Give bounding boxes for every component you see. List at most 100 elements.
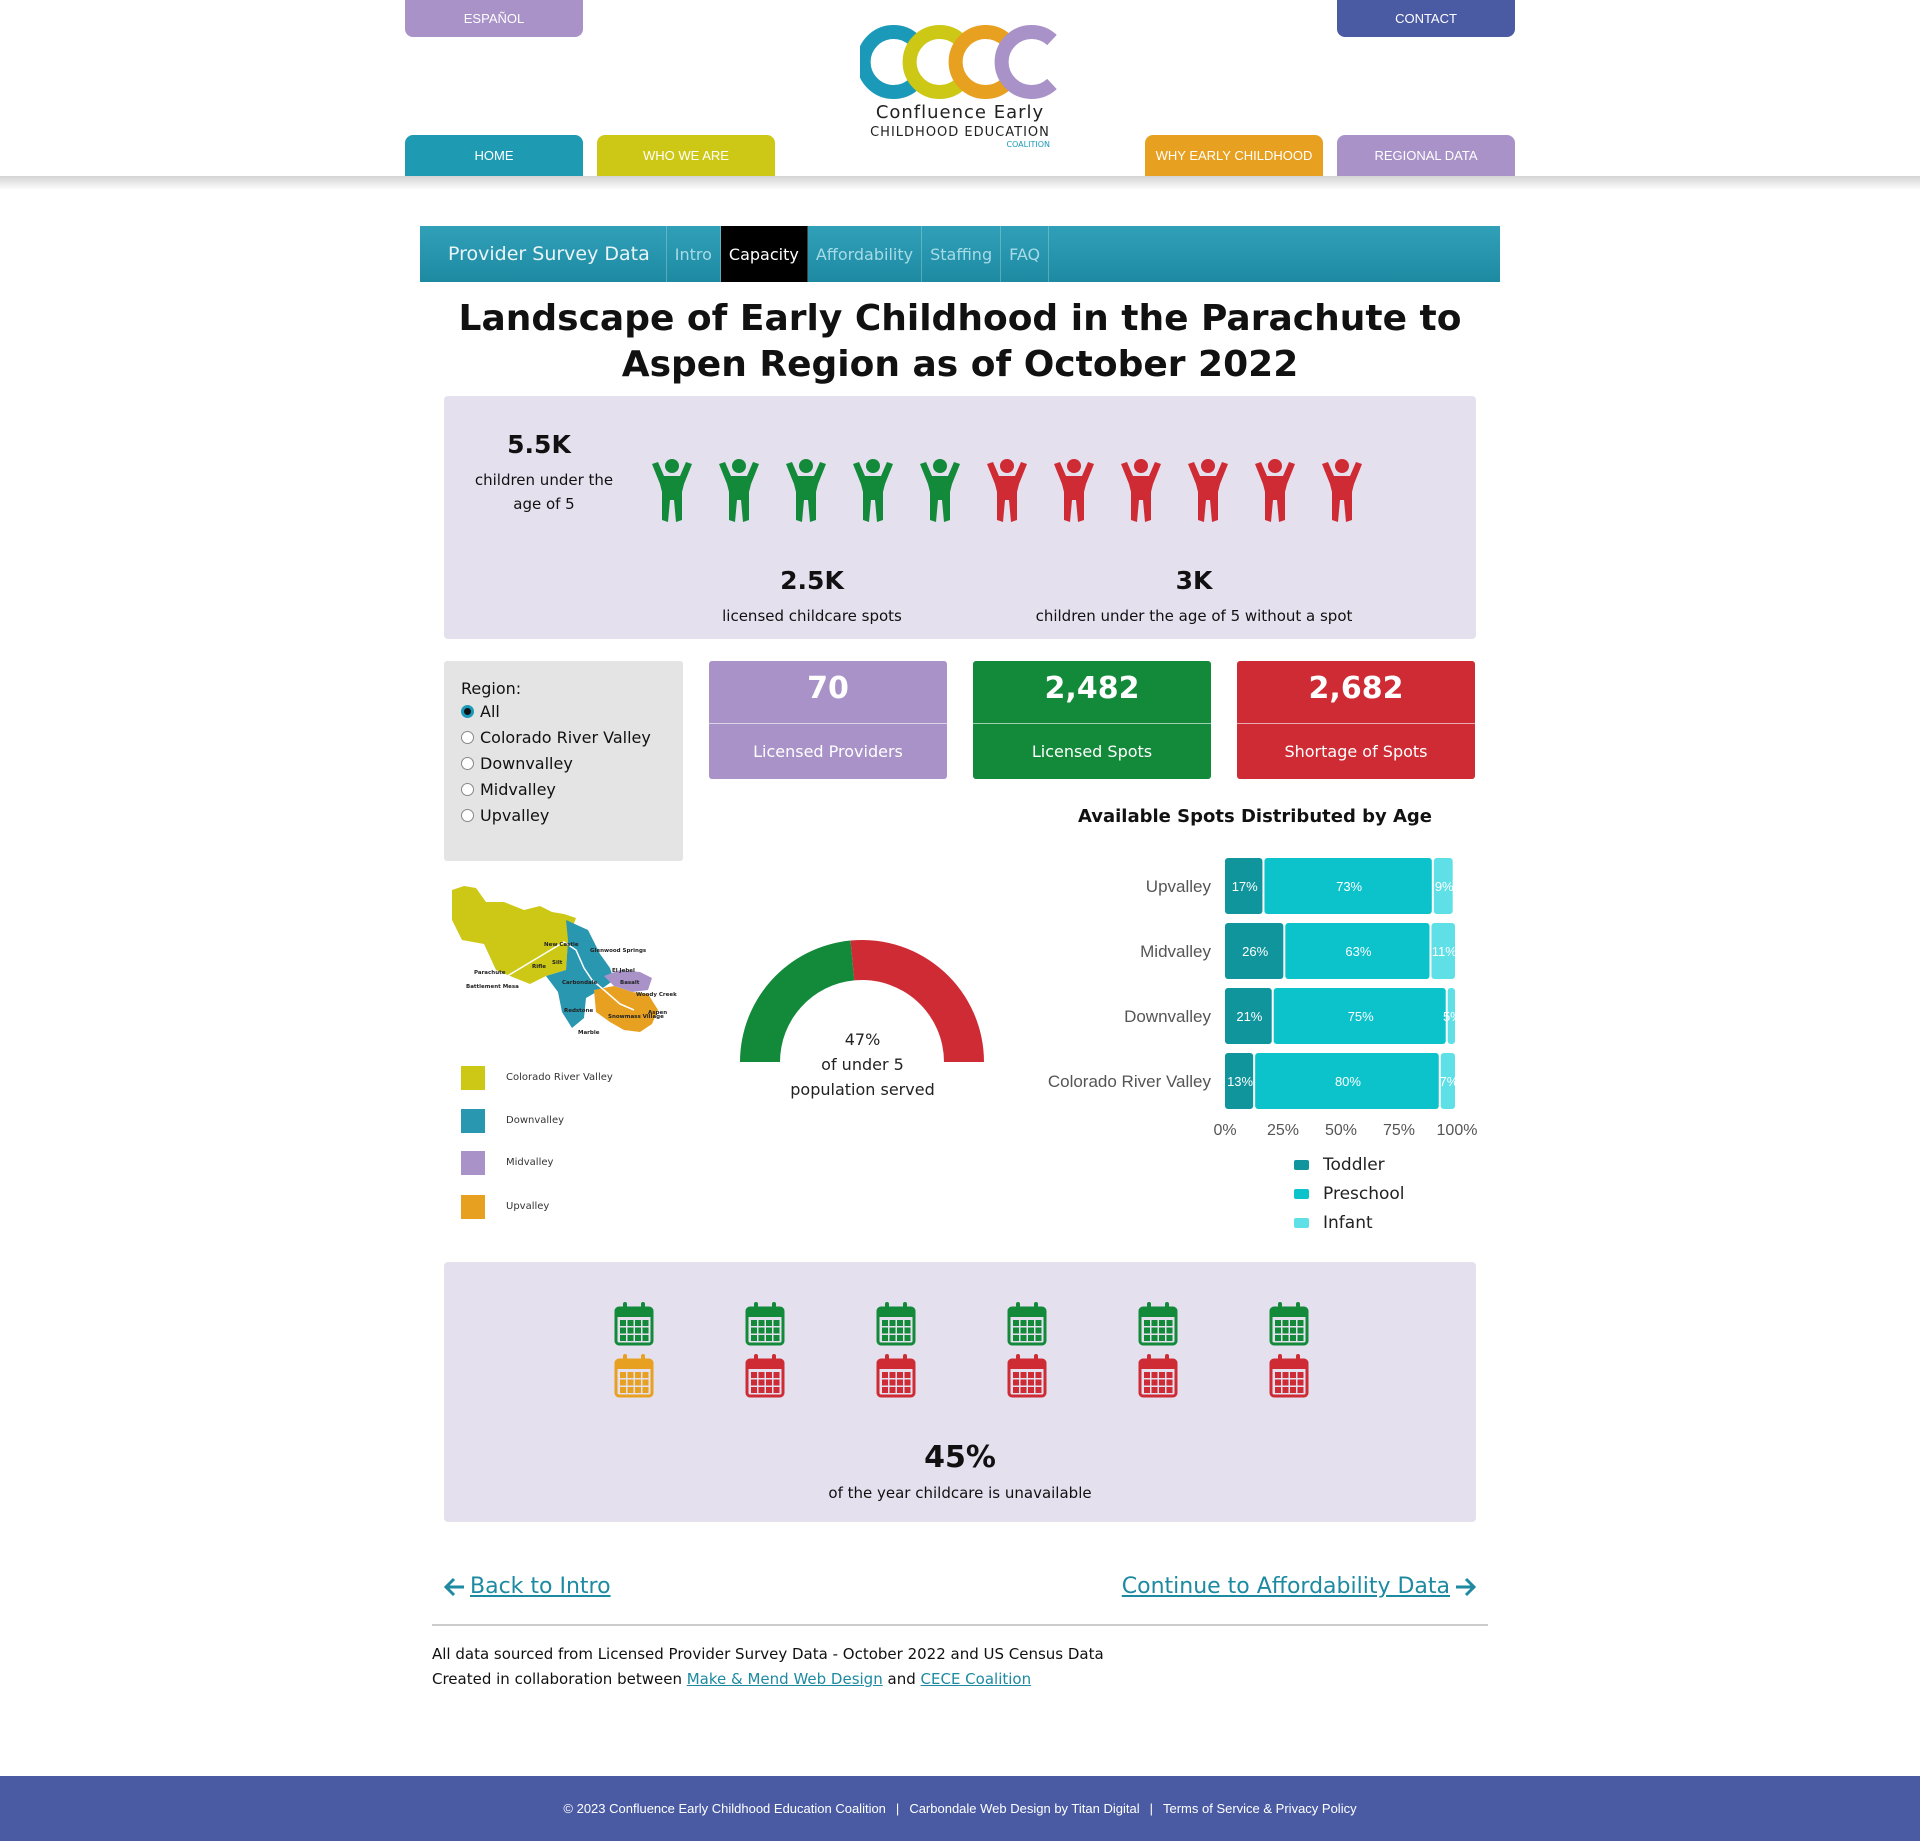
calendar-month-icon [1007,1354,1047,1398]
chart-data-label: 7% [1439,1074,1458,1089]
chart-legend-item[interactable]: Infant [1294,1208,1454,1237]
region-option-all[interactable]: All [461,698,651,724]
chart-bar-segment[interactable] [1225,858,1263,914]
nav-home[interactable]: HOME [405,135,583,176]
calendar-month-icon [1269,1302,1309,1346]
radio-icon[interactable] [461,808,474,822]
arrow-right-icon [1456,1577,1476,1596]
map-town-label: Woody Creek [636,992,677,998]
map-legend-label: Downvalley [506,1115,565,1126]
region-option-downvalley[interactable]: Downvalley [461,750,651,776]
chart-data-label: 26% [1242,944,1268,959]
region-option-upvalley[interactable]: Upvalley [461,802,651,828]
chart-legend: Toddler Preschool Infant [1294,1150,1454,1237]
calendar-icon-grid [444,1302,1476,1412]
child-person-icon [853,459,893,522]
tab-capacity[interactable]: Capacity [720,226,808,282]
map-town-label: Glenwood Springs [590,948,647,954]
tab-intro[interactable]: Intro [667,226,721,282]
chart-bar-segment[interactable] [1447,988,1455,1044]
tab-faq[interactable]: FAQ [1001,226,1050,282]
region-option-colorado-river-valley[interactable]: Colorado River Valley [461,724,651,750]
map-town-label: Battlement Mesa [466,984,519,990]
child-person-icon [786,459,826,522]
child-person-icon [1121,459,1161,522]
logo-line1: Confluence Early [875,102,1045,123]
child-person-icon [719,459,759,522]
kpi-label: Shortage of Spots [1237,723,1475,779]
served-gauge: 47% of under 5 population served [730,930,1000,1100]
nav-who-we-are[interactable]: WHO WE ARE [597,135,775,176]
map-legend-swatch [461,1109,485,1133]
chart-legend-item[interactable]: Toddler [1294,1150,1454,1179]
espanol-button[interactable]: ESPAÑOL [405,0,583,37]
region-map: New Castle Glenwood Springs Silt Rifle Parac… [444,880,684,1050]
chart-bar-segment[interactable] [1264,858,1432,914]
chart-bar-segment[interactable] [1273,988,1446,1044]
back-to-intro-link[interactable]: Back to Intro [444,1574,611,1599]
chart-tick-label: 100% [1437,1122,1478,1139]
map-town-label: Redstone [564,1008,594,1014]
child-person-icon [987,459,1027,522]
radio-icon[interactable] [461,756,474,770]
region-option-midvalley[interactable]: Midvalley [461,776,651,802]
logo-letter-arc [948,25,1011,99]
summary-panel: 5.5K children under the age of 5 2.5K li… [444,396,1476,639]
contact-button[interactable]: CONTACT [1337,0,1515,37]
map-legend-swatch [461,1195,485,1219]
chart-bar-segment[interactable] [1285,923,1430,979]
footer-terms-link[interactable]: Terms of Service & Privacy Policy [1162,1801,1357,1816]
chart-bar-segment[interactable] [1255,1053,1439,1109]
chart-data-label: 80% [1335,1074,1361,1089]
cece-coalition-link[interactable]: CECE Coalition [920,1670,1032,1688]
radio-icon[interactable] [461,782,474,796]
chart-tick-label: 75% [1383,1122,1415,1139]
sources-note: All data sourced from Licensed Provider … [432,1645,1104,1688]
legend-swatch [1294,1188,1309,1199]
tab-affordability[interactable]: Affordability [808,226,923,282]
logo-letter-arc [856,25,919,99]
licensed-spots-label: licensed childcare spots [722,607,902,625]
chart-data-label: 11% [1432,944,1457,959]
tab-staffing[interactable]: Staffing [922,226,1002,282]
chart-bar-segment[interactable] [1440,1053,1455,1109]
chart-bar-segment[interactable] [1225,988,1272,1044]
kpi-value: 2,682 [1308,671,1404,706]
dashboard-tabs: Provider Survey Data Intro Capacity Affo… [420,226,1500,282]
logo-line2: CHILDHOOD EDUCATION [870,125,1050,140]
footer-design-link[interactable]: Carbondale Web Design by Titan Digital [909,1801,1140,1816]
radio-icon[interactable] [461,730,474,744]
chart-data-label: 13% [1227,1074,1253,1089]
chart-data-label: 75% [1348,1009,1374,1024]
radio-selected-icon[interactable] [461,704,474,718]
child-person-icon [1188,459,1228,522]
chart-data-label: 63% [1345,944,1371,959]
nav-regional-data[interactable]: REGIONAL DATA [1337,135,1515,176]
chart-category-label: Downvalley [1124,1007,1211,1026]
chart-legend-item[interactable]: Preschool [1294,1179,1454,1208]
gauge-unserved-arc [850,940,984,1062]
logo-letters [856,25,1057,99]
calendar-month-icon [614,1354,654,1398]
continue-to-affordability-link[interactable]: Continue to Affordability Data [1100,1574,1476,1599]
chart-bar-segment[interactable] [1225,923,1284,979]
make-and-mend-link[interactable]: Make & Mend Web Design [686,1670,883,1688]
chart-bar-segment[interactable] [1225,1053,1254,1109]
chart-bar-segment[interactable] [1431,923,1455,979]
map-legend-swatch [461,1151,485,1175]
kpi-value: 70 [807,671,849,706]
legend-label: Preschool [1323,1183,1405,1204]
map-region-downvalley [546,920,614,1028]
cece-logo[interactable]: Confluence Early CHILDHOOD EDUCATION COA… [856,22,1060,167]
child-person-icon [652,459,692,522]
unavailable-label: of the year childcare is unavailable [828,1484,1092,1502]
map-legend-swatch [461,1066,485,1090]
dashboard-brand[interactable]: Provider Survey Data [420,226,667,282]
chart-bar-segment[interactable] [1433,858,1453,914]
gauge-served-arc [740,940,855,1062]
divider [432,1624,1488,1626]
map-town-label: Silt [552,960,563,966]
map-region-midvalley [604,970,652,992]
licensed-spots-count: 2.5K [780,566,844,595]
nav-why-early-childhood[interactable]: WHY EARLY CHILDHOOD [1145,135,1323,176]
